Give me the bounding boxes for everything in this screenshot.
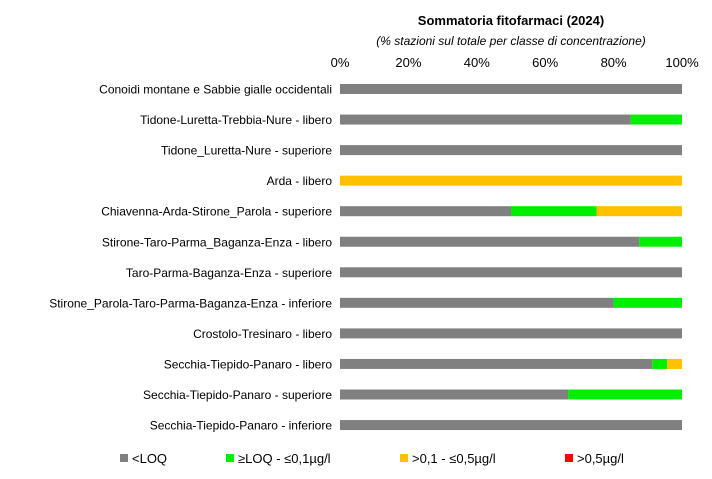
chart-title: Sommatoria fitofarmaci (2024) — [418, 13, 604, 28]
bar-segment — [596, 206, 682, 217]
bar-segment — [340, 206, 511, 217]
bar-segment — [340, 84, 682, 94]
bar-segment — [340, 420, 682, 431]
x-axis-ticks: 0% 20% 40% 60% 80% 100% — [331, 55, 699, 70]
legend-label: ≥LOQ - ≤0,1µg/l — [238, 451, 331, 466]
legend-label: <LOQ — [132, 451, 167, 466]
legend-swatch — [565, 454, 573, 462]
bar-segment — [340, 328, 682, 339]
bars — [340, 84, 682, 431]
category-labels: Conoidi montane e Sabbie gialle occident… — [49, 83, 332, 433]
legend-swatch — [400, 454, 408, 462]
x-tick-label: 0% — [331, 55, 350, 70]
chart-subtitle: (% stazioni sul totale per classe di con… — [376, 34, 645, 48]
bar-segment — [652, 358, 668, 369]
x-tick-label: 100% — [665, 55, 699, 70]
x-tick-label: 20% — [395, 55, 421, 70]
x-tick-label: 80% — [601, 55, 627, 70]
bar-segment — [630, 114, 682, 125]
bar-segment — [340, 358, 653, 369]
x-tick-label: 60% — [532, 55, 558, 70]
legend: <LOQ ≥LOQ - ≤0,1µg/l >0,1 - ≤0,5µg/l >0,5µg… — [120, 451, 624, 466]
x-tick-label: 40% — [464, 55, 490, 70]
legend-swatch — [120, 454, 128, 462]
bar-segment — [568, 389, 682, 400]
category-label: Conoidi montane e Sabbie gialle occident… — [99, 83, 332, 97]
category-label: Arda - libero — [267, 174, 333, 188]
legend-label: >0,1 - ≤0,5µg/l — [412, 451, 496, 466]
category-label: Tidone_Luretta-Nure - superiore — [161, 144, 332, 158]
category-label: Secchia-Tiepido-Panaro - inferiore — [150, 419, 333, 433]
category-label: Stirone-Taro-Parma_Baganza-Enza - libero — [102, 235, 332, 249]
bar-segment — [340, 114, 631, 125]
category-label: Taro-Parma-Baganza-Enza - superiore — [126, 266, 332, 280]
bar-segment — [340, 267, 682, 278]
category-label: Crostolo-Tresinaro - libero — [193, 327, 332, 341]
legend-label: >0,5µg/l — [577, 451, 624, 466]
bar-segment — [511, 206, 597, 217]
bar-segment — [340, 297, 614, 308]
bar-segment — [340, 236, 640, 247]
category-label: Stirone_Parola-Taro-Parma-Baganza-Enza -… — [49, 296, 332, 310]
legend-swatch — [226, 454, 234, 462]
bar-segment — [667, 358, 682, 369]
bar-segment — [340, 145, 682, 156]
category-label: Secchia-Tiepido-Panaro - superiore — [143, 388, 332, 402]
bar-segment — [340, 389, 569, 400]
bar-segment — [340, 175, 682, 186]
bar-segment — [613, 297, 682, 308]
category-label: Chiavenna-Arda-Stirone_Parola - superior… — [101, 205, 332, 219]
bar-segment — [639, 236, 682, 247]
category-label: Tidone-Luretta-Trebbia-Nure - libero — [140, 113, 332, 127]
category-label: Secchia-Tiepido-Panaro - libero — [164, 357, 333, 371]
